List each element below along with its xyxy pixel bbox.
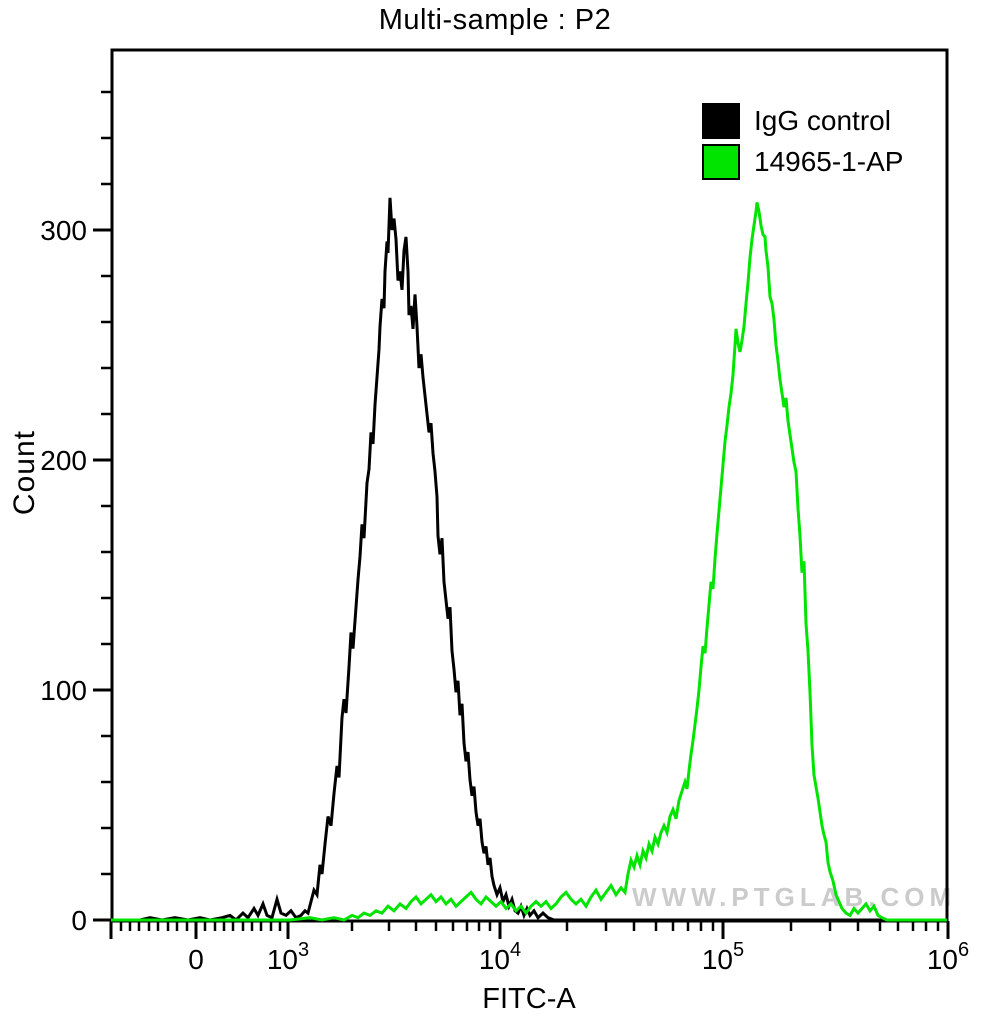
legend-item-14965-1-ap: 14965-1-AP: [702, 143, 903, 180]
legend-label-igg-control: IgG control: [754, 104, 891, 136]
legend: IgG control 14965-1-AP: [702, 102, 903, 184]
legend-swatch-green: [702, 143, 740, 180]
watermark: WWW.PTGLAB.COM: [632, 882, 956, 912]
x-tick-label: 0: [188, 944, 204, 975]
legend-swatch-black: [702, 102, 740, 139]
legend-label-14965-1-ap: 14965-1-AP: [754, 145, 904, 177]
plot-border: [110, 48, 949, 923]
legend-item-igg-control: IgG control: [702, 102, 903, 139]
series-curve-14965-1-ap: [111, 202, 947, 922]
x-tick-label: 103: [267, 939, 309, 975]
series-curve-igg-control: [111, 197, 947, 922]
x-tick-label: 106: [927, 939, 969, 975]
x-tick-label: 104: [479, 939, 521, 975]
y-tick-label: 200: [40, 445, 87, 476]
y-tick-label: 100: [40, 675, 87, 706]
x-tick-label: 105: [702, 939, 744, 975]
y-tick-label: 300: [40, 215, 87, 246]
y-axis-label: Count: [8, 430, 41, 516]
x-axis-label: FITC-A: [482, 983, 576, 1015]
chart-title: Multi-sample : P2: [378, 4, 612, 36]
y-tick-label: 0: [71, 905, 87, 936]
